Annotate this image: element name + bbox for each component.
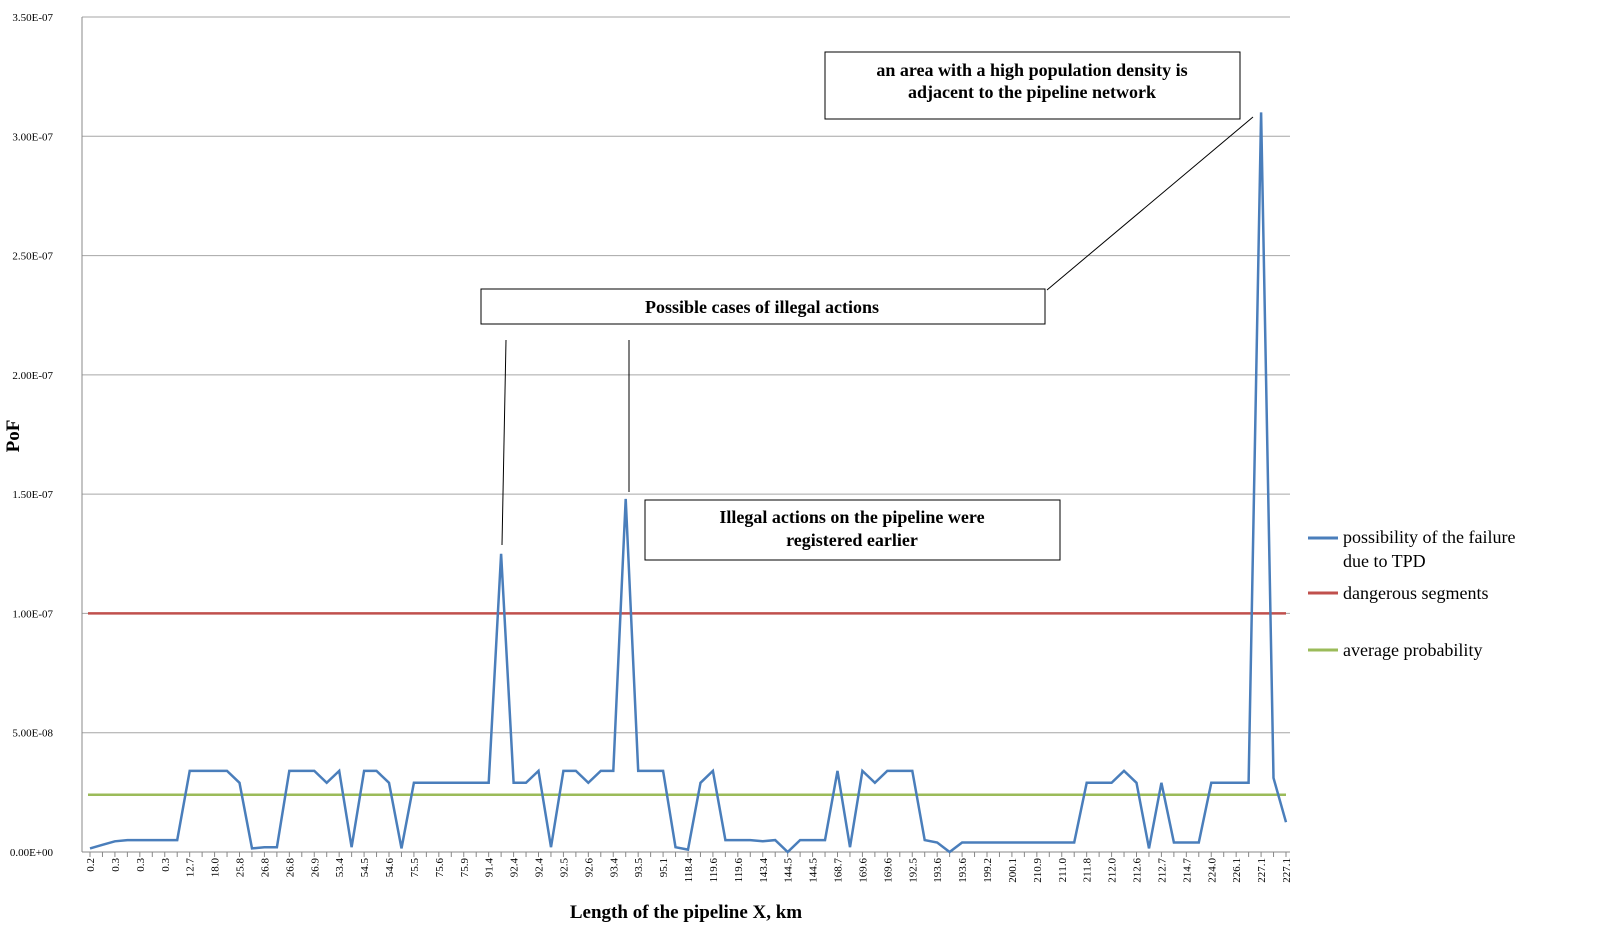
x-tick-label: 212.0	[1107, 858, 1119, 883]
x-tick-label: 93.5	[633, 858, 645, 878]
annotation-pointer	[1046, 116, 1254, 291]
x-tick-label: 25.8	[235, 858, 247, 878]
x-tick-label: 212.7	[1156, 858, 1168, 883]
x-axis-title: Length of the pipeline X, km	[570, 902, 802, 923]
x-tick-label: 26.9	[309, 858, 321, 878]
annotation-possible-illegal-actions: Possible cases of illegal actions	[480, 288, 1046, 546]
x-tick-label: 210.9	[1032, 858, 1044, 883]
x-tick-label: 200.1	[1007, 858, 1019, 883]
x-tick-label: 168.7	[833, 858, 845, 883]
x-tick-label: 214.7	[1181, 858, 1193, 883]
x-tick-label: 211.0	[1057, 858, 1069, 883]
annotation-text: adjacent to the pipeline network	[908, 82, 1156, 102]
legend-label-average: average probability	[1343, 640, 1482, 660]
legend-label-tpd: possibility of the failure	[1343, 527, 1515, 547]
annotation-population-density: an area with a high population density i…	[824, 51, 1254, 291]
annotation-pointer	[501, 339, 507, 546]
x-tick-label: 92.4	[534, 858, 546, 878]
x-tick-label: 224.0	[1206, 858, 1218, 883]
annotation-text: Illegal actions on the pipeline were	[719, 507, 984, 527]
x-tick-label: 169.6	[882, 858, 894, 883]
x-tick-labels: 0.2 0.3 0.3 0.3 12.7 18.0 25.8 26.8 26.8 26.9 53.4…	[85, 852, 1293, 883]
x-tick-label: 193.6	[957, 858, 969, 883]
series-lines	[88, 112, 1288, 854]
x-tick-label: 119.6	[708, 858, 720, 883]
annotation-registered-illegal-actions: Illegal actions on the pipeline were reg…	[644, 499, 1061, 561]
y-axis-title: PoF	[3, 420, 24, 453]
x-tick-label: 75.6	[434, 858, 446, 878]
annotation-text: Possible cases of illegal actions	[645, 297, 879, 317]
x-tick-label: 143.4	[758, 858, 770, 883]
x-tick-label: 169.6	[857, 858, 869, 883]
x-tick-label: 0.3	[135, 858, 147, 872]
x-tick-label: 0.3	[160, 858, 172, 872]
x-tick-label: 93.4	[608, 858, 620, 878]
x-tick-label: 227.1	[1256, 858, 1268, 883]
y-tick-label: 3.00E-07	[12, 131, 53, 143]
legend-label-tpd-2: due to TPD	[1343, 551, 1426, 571]
x-tick-label: 26.8	[259, 858, 271, 878]
x-tick-label: 92.5	[558, 858, 570, 878]
x-tick-label: 144.5	[808, 858, 820, 883]
y-tick-label: 1.00E-07	[12, 608, 53, 620]
x-tick-label: 75.5	[409, 858, 421, 878]
x-tick-label: 0.3	[110, 858, 122, 872]
x-tick-label: 18.0	[210, 858, 222, 878]
x-tick-label: 119.6	[733, 858, 745, 883]
x-tick-label: 192.5	[907, 858, 919, 883]
x-tick-label: 53.4	[334, 858, 346, 878]
y-tick-label: 1.50E-07	[12, 489, 53, 501]
x-tick-label: 92.6	[583, 858, 595, 878]
annotation-text: an area with a high population density i…	[876, 60, 1187, 80]
y-tick-label: 0.00E+00	[10, 847, 54, 859]
tpd-failure-series-line	[89, 112, 1288, 854]
y-tick-label: 5.00E-08	[12, 728, 53, 740]
x-tick-label: 92.4	[509, 858, 521, 878]
x-tick-label: 54.6	[384, 858, 396, 878]
legend-label-dangerous: dangerous segments	[1343, 583, 1488, 603]
x-tick-label: 144.5	[783, 858, 795, 883]
x-tick-label: 226.1	[1231, 858, 1243, 883]
y-tick-label: 3.50E-07	[12, 12, 53, 24]
annotation-text: registered earlier	[786, 530, 918, 550]
x-tick-label: 212.6	[1132, 858, 1144, 883]
x-tick-label: 91.4	[484, 858, 496, 878]
y-tick-label: 2.50E-07	[12, 251, 53, 263]
x-tick-label: 0.2	[85, 858, 97, 872]
gridlines	[82, 16, 1290, 853]
x-tick-label: 193.6	[932, 858, 944, 883]
x-tick-label: 118.4	[683, 858, 695, 883]
x-tick-label: 95.1	[658, 858, 670, 877]
x-tick-label: 75.9	[459, 858, 471, 878]
x-tick-label: 227.1	[1281, 858, 1293, 883]
x-tick-label: 211.8	[1082, 858, 1094, 883]
y-tick-label: 2.00E-07	[12, 370, 53, 382]
x-tick-label: 54.5	[359, 858, 371, 878]
x-tick-label: 26.8	[284, 858, 296, 878]
y-tick-labels: 0.00E+00 5.00E-08 1.00E-07 1.50E-07 2.00E-07…	[10, 12, 54, 859]
x-tick-label: 12.7	[185, 858, 197, 878]
x-tick-label: 199.2	[982, 858, 994, 883]
legend: possibility of the failure due to TPD da…	[1308, 527, 1515, 660]
